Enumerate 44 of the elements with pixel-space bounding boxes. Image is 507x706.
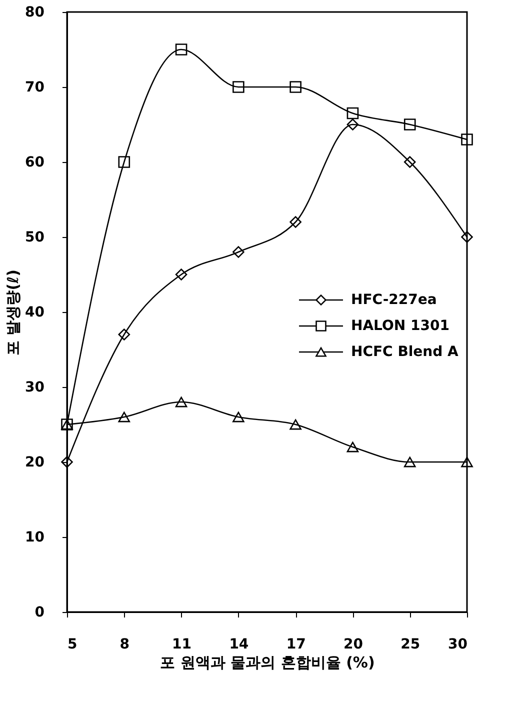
legend-label: HCFC Blend A <box>351 344 459 360</box>
x-tick-label: 8 <box>120 636 130 652</box>
y-axis-title: 포 발생량(ℓ) <box>4 269 22 356</box>
point <box>175 268 188 280</box>
x-tick-label: 30 <box>448 636 468 652</box>
x-tick-label: 17 <box>286 636 306 652</box>
y-tick-label: 0 <box>34 604 45 620</box>
point <box>346 442 359 452</box>
point <box>175 396 188 408</box>
point <box>461 231 473 243</box>
point <box>346 118 359 130</box>
point <box>404 456 416 468</box>
y-tick-label: 30 <box>25 380 45 396</box>
point <box>232 246 244 258</box>
point <box>118 156 130 168</box>
y-tick-label: 70 <box>25 80 45 96</box>
x-tick-label: 11 <box>172 636 192 652</box>
point <box>290 216 302 228</box>
point <box>346 107 359 120</box>
y-tick-label: 50 <box>25 230 45 246</box>
y-tick-label: 10 <box>25 530 45 546</box>
point <box>461 134 473 146</box>
point <box>175 44 188 56</box>
point <box>118 328 130 340</box>
legend-label: HALON 1301 <box>351 318 450 334</box>
x-tick-label: 5 <box>68 636 78 652</box>
point <box>404 156 416 168</box>
point <box>290 81 302 93</box>
point <box>232 412 244 422</box>
y-tick-label: 80 <box>25 4 45 20</box>
x-tick-label: 14 <box>229 636 249 652</box>
y-tick-label: 20 <box>25 454 45 470</box>
point <box>61 456 73 468</box>
x-tick-label: 25 <box>400 636 420 652</box>
y-tick-label: 60 <box>25 154 45 170</box>
y-tick-label: 40 <box>25 304 45 320</box>
x-axis-title: 포 원액과 물과의 혼합비율 (%) <box>160 654 375 672</box>
legend-label: HFC-227ea <box>351 292 437 308</box>
point <box>404 118 416 130</box>
point <box>461 456 473 468</box>
point <box>232 81 244 93</box>
x-tick-label: 20 <box>343 636 364 652</box>
point <box>290 419 302 430</box>
point <box>118 412 130 422</box>
